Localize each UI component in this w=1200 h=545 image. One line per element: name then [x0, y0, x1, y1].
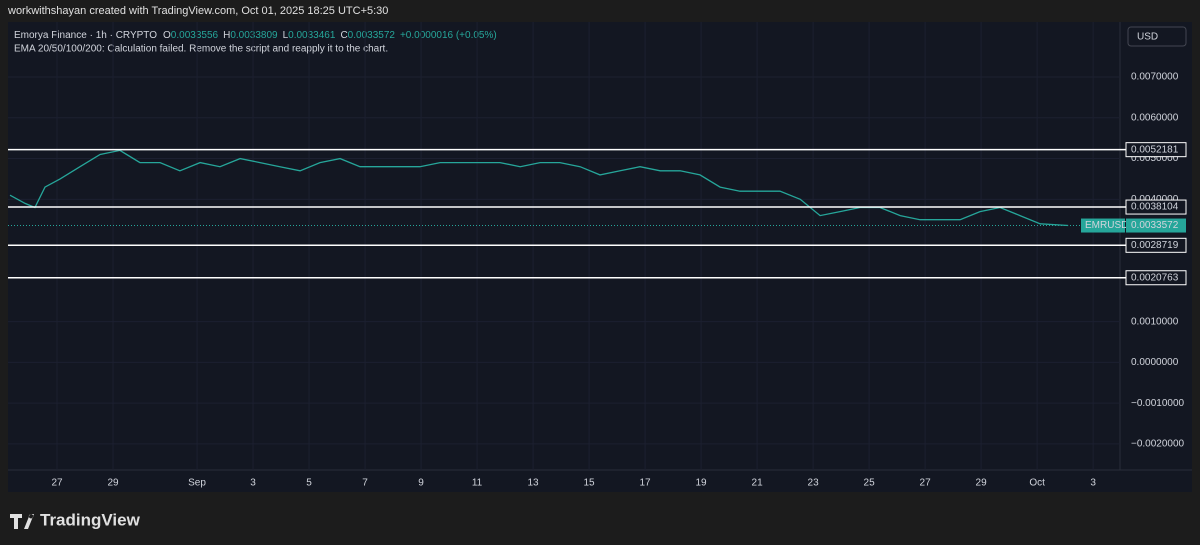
x-tick-label: 15	[584, 478, 596, 489]
y-tick-label: −0.0010000	[1131, 398, 1185, 409]
open: 0.0033556	[171, 30, 219, 41]
y-tick-label: 0.0010000	[1131, 316, 1179, 327]
currency-box[interactable]	[1127, 26, 1187, 47]
high: 0.0033809	[230, 30, 278, 41]
y-tick-label: 0.0050000	[1131, 153, 1179, 164]
currency[interactable]: USD	[1137, 32, 1158, 43]
x-tick-label: 23	[808, 478, 820, 489]
x-tick-label: 13	[527, 478, 539, 489]
x-tick-label: 5	[306, 478, 312, 489]
x-tick-label: 3	[250, 478, 256, 489]
x-tick-label: 19	[696, 478, 708, 489]
x-tick-label: Sep	[188, 478, 206, 489]
chart-panel	[8, 22, 1192, 492]
last-price-label: 0.0033572	[1131, 220, 1179, 231]
level-label-box	[1125, 237, 1187, 253]
x-tick-label: 27	[51, 478, 63, 489]
level-label-box	[1125, 270, 1187, 286]
change: +0.0000016 (+0.05%)	[400, 30, 497, 41]
close: 0.0033572	[348, 30, 396, 41]
level-label: 0.0028719	[1131, 240, 1179, 251]
symbol-badge	[1081, 218, 1125, 233]
x-tick-label: 17	[640, 478, 652, 489]
level-label: 0.0052181	[1131, 144, 1179, 155]
x-tick-label: Oct	[1029, 478, 1045, 489]
low: 0.0033461	[288, 30, 336, 41]
y-tick-label: 0.0000000	[1131, 357, 1179, 368]
y-tick-label: 0.0040000	[1131, 194, 1179, 205]
x-tick-label: 21	[752, 478, 764, 489]
level-label: 0.0038104	[1131, 202, 1179, 213]
x-tick-label: 7	[362, 478, 368, 489]
brand: TradingView	[40, 510, 141, 529]
y-tick-label: −0.0020000	[1131, 439, 1185, 450]
x-tick-label: 25	[864, 478, 876, 489]
symbol-label: EMRUSD	[1085, 220, 1128, 231]
brand-logo: TradingView	[10, 510, 141, 529]
last-price-box	[1126, 218, 1186, 233]
y-tick-label: 0.0060000	[1131, 112, 1179, 123]
x-tick-label: 29	[107, 478, 119, 489]
symbol-line: Emorya Finance · 1h · CRYPTO O0.0033556 H0…	[14, 30, 497, 41]
x-tick-label: 3	[1090, 478, 1096, 489]
level-label: 0.0020763	[1131, 272, 1179, 283]
x-tick-label: 29	[976, 478, 988, 489]
level-label-box	[1125, 142, 1187, 158]
plot: 0.00700000.00600000.00500000.00400000.00…	[8, 22, 1187, 489]
header: workwithshayan created with TradingView.…	[7, 5, 388, 17]
indicator-note: EMA 20/50/100/200: Calculation failed. R…	[14, 44, 388, 55]
level-label-box	[1125, 199, 1187, 215]
y-tick-label: 0.0070000	[1131, 72, 1179, 83]
symbol: Emorya Finance · 1h · CRYPTO	[14, 30, 157, 41]
x-tick-label: 27	[920, 478, 932, 489]
x-tick-label: 9	[418, 478, 424, 489]
x-tick-label: 11	[472, 478, 483, 489]
